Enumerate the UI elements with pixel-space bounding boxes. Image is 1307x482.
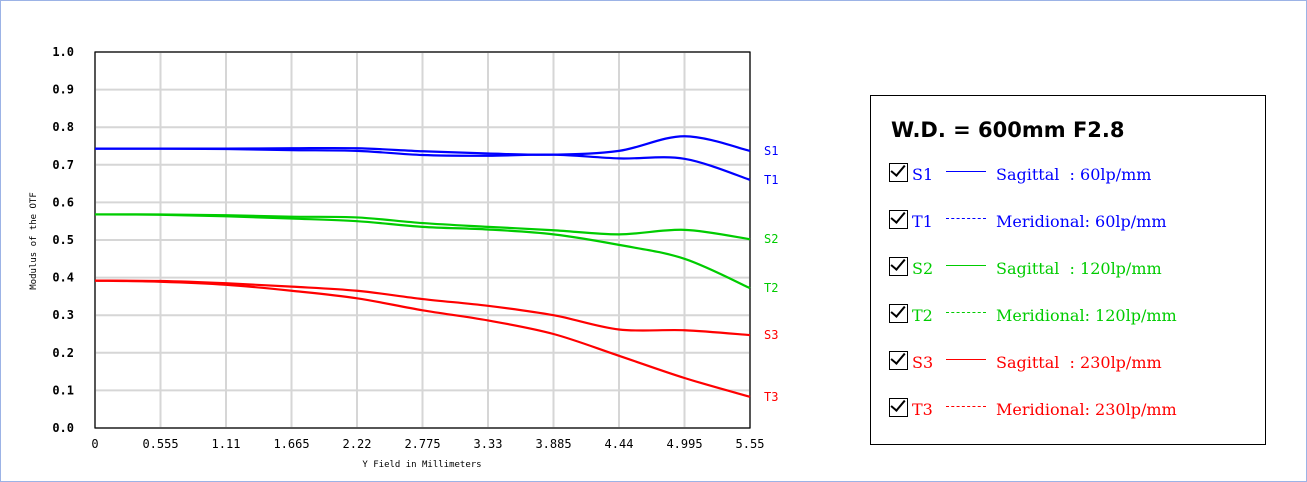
legend-description: Meridional: 60lp/mm bbox=[996, 212, 1167, 231]
checkbox-checked-icon[interactable] bbox=[889, 257, 908, 276]
legend-item-t3: T3 Meridional: 230lp/mm bbox=[889, 398, 1177, 424]
x-tick-label: 0.555 bbox=[142, 437, 178, 451]
series-lines bbox=[94, 135, 751, 398]
x-tick-label: 2.22 bbox=[343, 437, 372, 451]
x-tick-label: 1.11 bbox=[212, 437, 241, 451]
y-tick-label: 0.2 bbox=[52, 346, 74, 360]
legend-line-swatch bbox=[946, 218, 986, 219]
legend-line-swatch bbox=[946, 359, 986, 360]
series-label-s3: S3 bbox=[764, 328, 778, 342]
x-tick-label: 0 bbox=[91, 437, 98, 451]
legend-line-swatch bbox=[946, 171, 986, 172]
series-line-t2 bbox=[94, 213, 751, 290]
legend-line-swatch bbox=[946, 265, 986, 266]
legend-description: Sagittal : 120lp/mm bbox=[996, 259, 1162, 278]
series-line-s3 bbox=[94, 279, 751, 337]
legend-description: Sagittal : 60lp/mm bbox=[996, 165, 1152, 184]
y-tick-label: 0.5 bbox=[52, 233, 74, 247]
x-tick-label: 1.665 bbox=[273, 437, 309, 451]
y-tick-label: 0.9 bbox=[52, 83, 74, 97]
series-label-t3: T3 bbox=[764, 390, 778, 404]
y-tick-label: 0.8 bbox=[52, 120, 74, 134]
legend-series-name: T2 bbox=[912, 306, 933, 325]
x-tick-label: 5.55 bbox=[736, 437, 765, 451]
grid bbox=[94, 51, 751, 429]
legend-series-name: T3 bbox=[912, 400, 933, 419]
legend-description: Meridional: 230lp/mm bbox=[996, 400, 1177, 419]
legend-line-swatch bbox=[946, 312, 986, 313]
checkbox-checked-icon[interactable] bbox=[889, 304, 908, 323]
series-end-labels: S1 T1 S2 T2 S3 T3 bbox=[764, 144, 778, 404]
y-tick-label: 0.4 bbox=[52, 271, 74, 285]
y-tick-label: 0.7 bbox=[52, 158, 74, 172]
legend-title: W.D. = 600mm F2.8 bbox=[891, 118, 1125, 142]
y-tick-label: 0.3 bbox=[52, 308, 74, 322]
checkbox-checked-icon[interactable] bbox=[889, 210, 908, 229]
series-label-t1: T1 bbox=[764, 173, 778, 187]
y-tick-label: 0.6 bbox=[52, 195, 74, 209]
legend-series-name: T1 bbox=[912, 212, 933, 231]
legend-item-s2: S2 Sagittal : 120lp/mm bbox=[889, 257, 1162, 283]
legend-line-swatch bbox=[946, 406, 986, 407]
plot-border bbox=[94, 51, 751, 429]
legend-item-s1: S1 Sagittal : 60lp/mm bbox=[889, 163, 1151, 189]
series-label-s1: S1 bbox=[764, 144, 778, 158]
checkbox-checked-icon[interactable] bbox=[889, 398, 908, 417]
x-tick-label: 4.44 bbox=[605, 437, 634, 451]
series-line-t1 bbox=[94, 147, 751, 181]
y-tick-label: 1.0 bbox=[52, 45, 74, 59]
x-tick-label: 4.995 bbox=[666, 437, 702, 451]
legend-description: Sagittal : 230lp/mm bbox=[996, 353, 1162, 372]
y-axis-label: Modulus of the OTF bbox=[29, 192, 39, 290]
x-tick-label: 3.33 bbox=[474, 437, 503, 451]
x-tick-label: 2.775 bbox=[404, 437, 440, 451]
legend-item-t2: T2 Meridional: 120lp/mm bbox=[889, 304, 1177, 330]
checkbox-checked-icon[interactable] bbox=[889, 351, 908, 370]
x-axis-label: Y Field in Millimeters bbox=[362, 460, 481, 470]
legend-series-name: S2 bbox=[912, 259, 934, 278]
legend-item-s3: S3 Sagittal : 230lp/mm bbox=[889, 351, 1162, 377]
legend-box: W.D. = 600mm F2.8 S1 Sagittal : 60lp/mm T1… bbox=[870, 95, 1266, 445]
y-tick-label: 0.0 bbox=[52, 421, 74, 435]
legend-series-name: S3 bbox=[912, 353, 934, 372]
legend-item-t1: T1 Meridional: 60lp/mm bbox=[889, 210, 1167, 236]
y-tick-label: 0.1 bbox=[52, 383, 74, 397]
x-tick-label: 3.885 bbox=[535, 437, 571, 451]
legend-series-name: S1 bbox=[912, 165, 934, 184]
tick-labels: 0 0.555 1.11 1.665 2.22 2.775 3.33 3.885 4.44 4.9… bbox=[52, 45, 764, 451]
checkbox-checked-icon[interactable] bbox=[889, 163, 908, 182]
series-line-t3 bbox=[94, 279, 751, 398]
legend-description: Meridional: 120lp/mm bbox=[996, 306, 1177, 325]
series-label-t2: T2 bbox=[764, 281, 778, 295]
series-label-s2: S2 bbox=[764, 232, 778, 246]
